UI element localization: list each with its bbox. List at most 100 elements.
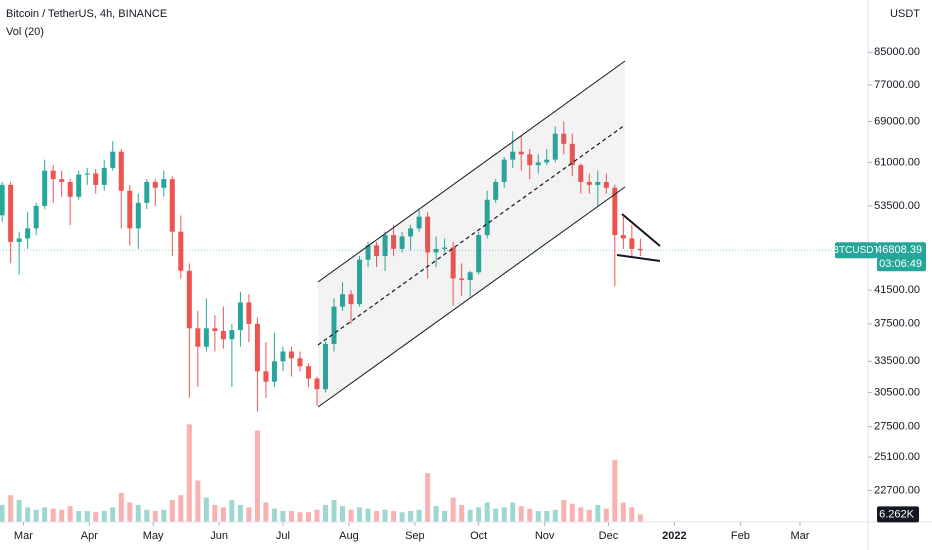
triangle-upper (621, 213, 661, 247)
candle-body (220, 330, 226, 340)
volume-bar (561, 500, 567, 522)
volume-bar (263, 502, 269, 522)
volume-bar (33, 509, 39, 522)
candle-body (323, 343, 328, 390)
candle-body (450, 247, 456, 279)
candle-body (127, 190, 133, 229)
candle-body (518, 151, 524, 155)
candle-body (246, 302, 252, 324)
candle-body (569, 143, 575, 166)
x-tick-label: Jun (210, 530, 228, 542)
candle-body (280, 351, 286, 362)
candle-body (493, 181, 499, 200)
volume-bar (408, 511, 414, 522)
volume-bar (254, 430, 260, 522)
plot-area (0, 121, 868, 522)
volume-bar (544, 511, 550, 522)
volume-bar (118, 492, 124, 522)
candle-body (433, 248, 439, 253)
candle-body (484, 199, 490, 236)
volume-bar (288, 511, 294, 522)
y-tick-label: 25100.00 (874, 451, 920, 463)
candle-body (93, 173, 99, 185)
countdown-label: 03:06:49 (879, 258, 922, 270)
candle-body (144, 181, 150, 203)
candle-body (561, 133, 567, 144)
candle-body (391, 235, 397, 249)
volume-tag (877, 506, 919, 523)
candle-body (467, 272, 473, 280)
candle-body (84, 173, 90, 175)
y-tick-label: 37500.00 (874, 318, 920, 330)
x-tick-label: Mar (790, 530, 809, 542)
candle-body (212, 328, 218, 331)
candle-body (399, 236, 405, 249)
volume-bar (527, 508, 533, 522)
triangle-lower (616, 254, 661, 262)
volume-bar (331, 500, 337, 522)
candle-body (629, 238, 635, 249)
volume-bar (8, 495, 14, 522)
x-tick-label: Mar (14, 530, 33, 542)
volume-bar (323, 504, 328, 522)
volume-bar (110, 507, 116, 522)
candle-body (118, 151, 124, 191)
volume-bar (391, 511, 397, 522)
candle-body (544, 159, 550, 163)
volume-bar (186, 424, 192, 522)
candle-body (374, 245, 380, 257)
candle-body (637, 248, 643, 251)
candle-body (365, 245, 371, 260)
x-tick-label: 2022 (662, 530, 686, 542)
last-price-label: 46808.39 (876, 244, 922, 256)
volume-bar (586, 509, 592, 522)
volume-bar (59, 509, 65, 522)
volume-bar (578, 507, 584, 522)
volume-bar (144, 509, 150, 522)
volume-bar (637, 514, 643, 522)
volume-bar (518, 506, 524, 522)
volume-bar (569, 503, 575, 522)
candle-body (612, 187, 618, 236)
volume-bar (425, 473, 431, 522)
volume-bar (212, 504, 218, 522)
volume-bar (25, 507, 31, 522)
volume-bar (450, 497, 456, 522)
volume-bar (348, 509, 354, 522)
candle-body (425, 216, 431, 253)
y-tick-label: 41500.00 (874, 284, 920, 296)
symbol-label: BTCUSDT (832, 245, 879, 256)
volume-bar (42, 507, 48, 522)
candle-body (152, 181, 158, 188)
volume-bar (67, 506, 73, 522)
candle-body (169, 179, 175, 232)
volume-bar (93, 512, 99, 522)
y-tick-label: 53500.00 (874, 200, 920, 212)
candle-body (254, 323, 260, 372)
candle-body (476, 235, 482, 273)
candle-body (416, 216, 422, 229)
volume-bar (552, 509, 558, 522)
candle-body (459, 278, 465, 280)
y-tick-label: 33500.00 (874, 355, 920, 367)
candle-body (161, 179, 167, 188)
candle-body (229, 330, 235, 340)
candle-body (135, 202, 141, 229)
volume-bar (195, 480, 201, 522)
channel-upper (317, 60, 626, 283)
volume-bar (382, 509, 388, 522)
volume-bar (467, 509, 473, 522)
currency-label: USDT (890, 8, 920, 20)
candle-body (331, 306, 337, 344)
x-tick-label: Sep (405, 530, 425, 542)
volume-bar (629, 507, 635, 522)
candle-body (186, 270, 192, 329)
candle-body (382, 235, 388, 257)
candle-body (348, 294, 354, 305)
volume-bar (280, 511, 286, 522)
volume-bar (0, 504, 5, 522)
y-tick-label: 85000.00 (874, 46, 920, 58)
volume-bar (297, 512, 303, 522)
volume-bar (365, 508, 371, 522)
candle-body (59, 179, 65, 182)
